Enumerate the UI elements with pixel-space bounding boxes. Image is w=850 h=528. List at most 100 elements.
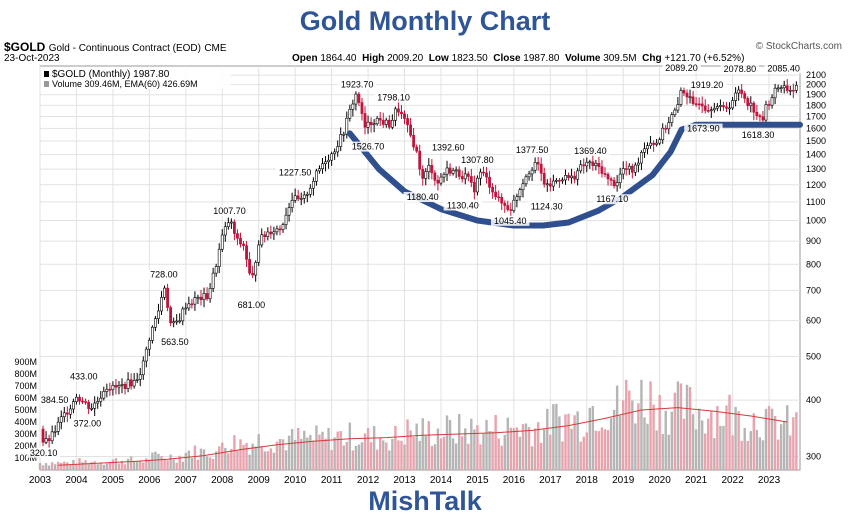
candle-body bbox=[664, 127, 668, 130]
candle-body bbox=[196, 296, 200, 299]
volume-bar bbox=[600, 427, 604, 470]
volume-bar bbox=[491, 431, 494, 470]
volume-bar bbox=[539, 442, 543, 470]
volume-bar bbox=[734, 406, 737, 470]
candle-body bbox=[463, 173, 467, 180]
price-label: 563.50 bbox=[161, 337, 189, 347]
candle-body bbox=[554, 179, 558, 182]
price-tick-label: 1700 bbox=[806, 112, 826, 122]
candle-body bbox=[266, 231, 270, 238]
volume-bar bbox=[126, 458, 130, 470]
volume-bar bbox=[676, 381, 680, 470]
price-label-bg bbox=[764, 63, 803, 74]
candle-body bbox=[655, 142, 659, 145]
candle-body bbox=[627, 165, 631, 170]
candle-body bbox=[72, 401, 75, 410]
volume-bar bbox=[688, 386, 692, 470]
candle-body bbox=[630, 165, 634, 173]
volume-bar bbox=[482, 433, 485, 470]
candle-body bbox=[491, 186, 494, 193]
candle-body bbox=[700, 103, 704, 107]
candle-body bbox=[135, 379, 139, 381]
candle-body bbox=[722, 105, 725, 108]
volume-bar bbox=[643, 417, 646, 470]
candle-body bbox=[412, 134, 416, 148]
volume-bar bbox=[494, 414, 497, 470]
price-label: 681.00 bbox=[238, 300, 266, 310]
volume-bar bbox=[296, 427, 300, 470]
volume-bar bbox=[470, 418, 473, 470]
volume-bar bbox=[713, 438, 716, 470]
volume-bar bbox=[123, 464, 127, 470]
volume-bar bbox=[743, 427, 746, 470]
candle-body bbox=[229, 221, 233, 224]
volume-bar bbox=[154, 451, 157, 470]
volume-bar bbox=[160, 456, 163, 470]
volume-bar bbox=[388, 450, 391, 470]
price-label-bg bbox=[684, 123, 723, 134]
candle-body bbox=[111, 385, 115, 390]
volume-bar bbox=[348, 422, 352, 470]
close-label: Close bbox=[493, 53, 521, 64]
volume-bar bbox=[646, 423, 649, 470]
volume-bar bbox=[549, 434, 552, 470]
volume-bar bbox=[661, 434, 664, 470]
volume-bar bbox=[254, 446, 257, 470]
candle-body bbox=[688, 96, 692, 99]
candle-body bbox=[120, 383, 124, 386]
price-label-bg bbox=[662, 63, 701, 74]
candle-body bbox=[223, 226, 227, 236]
candle-body bbox=[50, 431, 54, 442]
candle-body bbox=[506, 205, 510, 210]
volume-bar bbox=[488, 431, 491, 470]
volume-bar bbox=[339, 431, 342, 470]
price-label-bg bbox=[571, 145, 610, 156]
candle-body bbox=[393, 108, 397, 121]
price-tick-label: 1200 bbox=[806, 180, 826, 190]
volume-bar bbox=[400, 440, 403, 470]
price-tick-label: 2100 bbox=[806, 70, 826, 80]
volume-bar bbox=[521, 424, 525, 470]
year-tick-label: 2009 bbox=[248, 475, 271, 486]
volume-bar bbox=[530, 446, 534, 470]
price-tick-label: 2000 bbox=[806, 80, 826, 90]
candle-body bbox=[752, 102, 756, 113]
candle-body bbox=[743, 93, 747, 99]
volume-bar bbox=[433, 444, 437, 470]
volume-bar bbox=[38, 462, 42, 470]
candle-body bbox=[108, 388, 112, 391]
price-tick-label: 1300 bbox=[806, 164, 826, 174]
candle-body bbox=[281, 224, 285, 230]
volume-tick-label: 200M bbox=[14, 441, 37, 451]
stockcharts-credit[interactable]: © StockCharts.com bbox=[755, 41, 842, 52]
year-tick-label: 2005 bbox=[102, 475, 125, 486]
year-tick-label: 2020 bbox=[649, 475, 672, 486]
price-label-bg bbox=[27, 447, 61, 458]
candle-body bbox=[442, 173, 446, 178]
volume-bar bbox=[324, 438, 327, 470]
candle-body bbox=[421, 168, 425, 179]
legend-box bbox=[41, 67, 231, 89]
volume-bar bbox=[679, 383, 683, 470]
candle-body bbox=[734, 92, 738, 101]
volume-bar bbox=[792, 417, 795, 470]
volume-bar bbox=[552, 404, 555, 470]
volume-bar bbox=[132, 460, 136, 470]
price-label-bg bbox=[67, 371, 101, 382]
candle-body bbox=[299, 198, 303, 200]
candle-body bbox=[773, 87, 777, 99]
volume-bar bbox=[293, 439, 297, 470]
candle-body bbox=[482, 171, 485, 174]
candle-body bbox=[427, 165, 431, 172]
chart-title: Gold Monthly Chart bbox=[299, 6, 551, 36]
volume-bar bbox=[685, 384, 689, 470]
symbol-header: $GOLD Gold - Continuous Contract (EOD) C… bbox=[4, 40, 227, 54]
candle-body bbox=[415, 146, 419, 152]
candle-body bbox=[533, 162, 537, 171]
candle-body bbox=[667, 122, 671, 130]
candle-body bbox=[646, 145, 649, 150]
candle-body bbox=[263, 234, 267, 238]
volume-bar bbox=[60, 462, 63, 470]
candle-body bbox=[703, 105, 707, 111]
price-tick-label: 1000 bbox=[806, 216, 826, 226]
